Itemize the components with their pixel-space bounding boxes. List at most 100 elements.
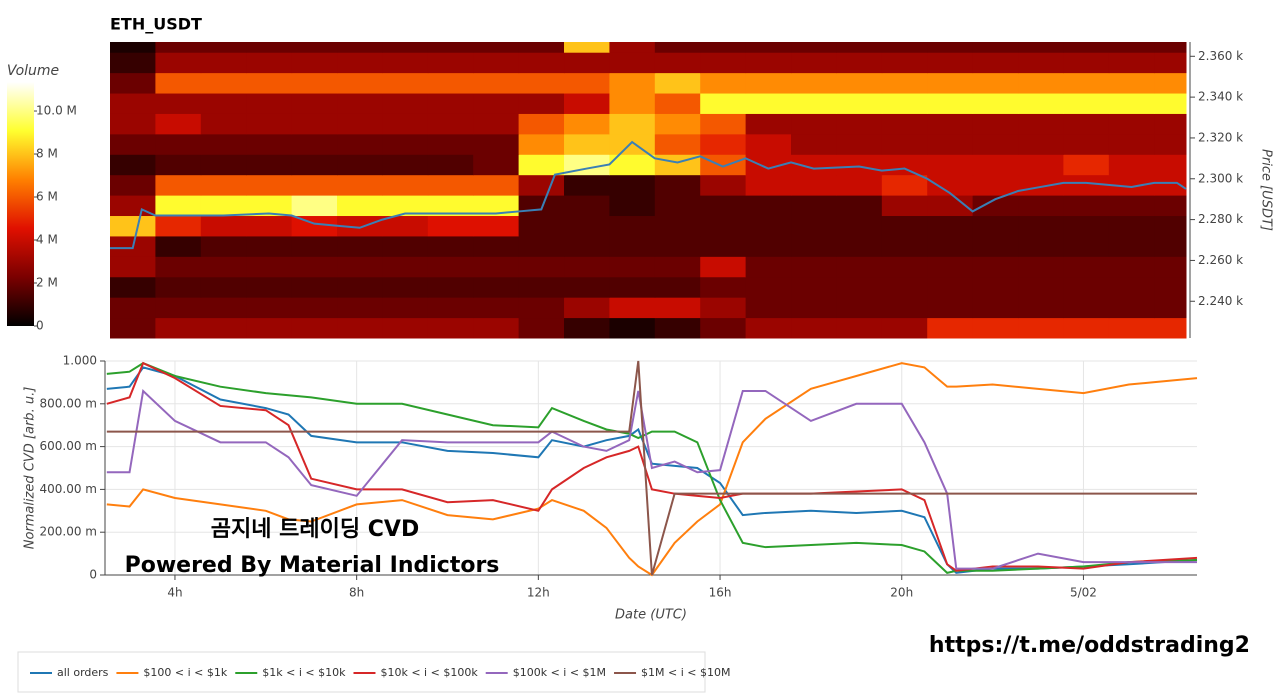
- heat-cell: [200, 93, 247, 114]
- heat-cell: [881, 297, 928, 319]
- heat-cell: [518, 235, 565, 257]
- heat-cell: [654, 113, 701, 135]
- heat-cell: [1154, 235, 1187, 257]
- heat-cell: [836, 154, 883, 176]
- heat-cell: [564, 317, 610, 339]
- y-tick-label: 2.300 k: [1198, 171, 1243, 185]
- heat-cell: [700, 154, 747, 176]
- price-line: [110, 140, 1187, 250]
- heat-cell: [291, 113, 338, 135]
- heat-cell: [654, 52, 701, 74]
- cvd-line: [106, 361, 1198, 572]
- heat-cell: [836, 276, 883, 298]
- heat-cell: [473, 256, 520, 278]
- heat-cell: [337, 215, 383, 237]
- heat-cell: [1108, 174, 1155, 196]
- heat-cell: [791, 93, 837, 114]
- heat-cell: [881, 133, 928, 155]
- heat-cell: [1018, 42, 1064, 53]
- heat-cell: [337, 113, 383, 135]
- heat-cell: [200, 276, 247, 298]
- heat-cell: [1154, 174, 1187, 196]
- heat-cell: [337, 256, 383, 278]
- heat-cell: [1108, 154, 1155, 176]
- heat-cell: [1018, 317, 1064, 339]
- heat-cell: [1063, 195, 1110, 217]
- heat-cell: [337, 42, 383, 53]
- heat-cell: [155, 297, 202, 319]
- heatmap-panel: 2.240 k 2.260 k 2.280 k 2.300 k 2.320 k 2.340…: [7, 42, 1243, 339]
- heat-cell: [337, 317, 383, 339]
- heat-cell: [1154, 317, 1187, 339]
- heat-cell: [427, 42, 474, 53]
- heat-cell: [836, 93, 883, 114]
- heat-cell: [382, 256, 429, 278]
- heat-cell: [1018, 215, 1064, 237]
- heat-cell: [110, 113, 156, 135]
- heat-cell: [564, 52, 610, 74]
- heat-cell: [110, 276, 156, 298]
- heat-cell: [1154, 93, 1187, 114]
- heat-cell: [881, 195, 928, 217]
- heat-cell: [1018, 297, 1064, 319]
- heat-cell: [1063, 235, 1110, 257]
- heat-cell: [609, 72, 656, 94]
- heat-cell: [654, 93, 701, 114]
- heat-cell: [564, 195, 610, 217]
- cvd-panel: 0 200.00 m 400.00 m 600.00 m 800.00 m 1.000 4h…: [40, 354, 1198, 600]
- heat-cell: [654, 133, 701, 155]
- heat-cell: [881, 42, 928, 53]
- heat-cell: [518, 256, 565, 278]
- heat-cell: [1154, 72, 1187, 94]
- heat-cell: [155, 215, 202, 237]
- heat-cell: [791, 235, 837, 257]
- heat-cell: [745, 133, 792, 155]
- heat-cell: [1108, 195, 1155, 217]
- link-text[interactable]: https://t.me/oddstrading2: [929, 633, 1250, 658]
- heat-cell: [110, 154, 156, 176]
- heat-cell: [972, 93, 1019, 114]
- overlay-text: 곰지네 트레이딩 CVD: [211, 517, 419, 542]
- heat-cell: [246, 174, 293, 196]
- heat-cell: [836, 72, 883, 94]
- heat-cell: [745, 52, 792, 74]
- heat-cell: [246, 93, 293, 114]
- heat-cell: [382, 195, 429, 217]
- heat-cell: [1018, 256, 1064, 278]
- heat-cell: [427, 276, 474, 298]
- heat-cell: [518, 195, 565, 217]
- heat-cell: [927, 317, 974, 339]
- heat-cell: [1108, 72, 1155, 94]
- heat-cell: [881, 154, 928, 176]
- heat-cell: [427, 174, 474, 196]
- y-tick-label: 2.240 k: [1198, 294, 1243, 308]
- chart-title: ETH_USDT: [110, 15, 202, 34]
- heat-cell: [972, 133, 1019, 155]
- heat-cell: [291, 174, 338, 196]
- heat-cell: [654, 256, 701, 278]
- heat-cell: [200, 235, 247, 257]
- heat-cell: [382, 154, 429, 176]
- heat-cell: [927, 297, 974, 319]
- heat-cell: [745, 154, 792, 176]
- heat-cell: [745, 72, 792, 94]
- heat-cell: [200, 133, 247, 155]
- heat-cell: [1018, 154, 1064, 176]
- heat-cell: [881, 113, 928, 135]
- y-tick-label: 600.00 m: [40, 439, 98, 453]
- heat-cell: [1063, 133, 1110, 155]
- heat-cell: [110, 93, 156, 114]
- heat-cell: [110, 72, 156, 94]
- heat-cell: [654, 215, 701, 237]
- heat-cell: [291, 297, 338, 319]
- heat-cell: [291, 276, 338, 298]
- heat-cell: [564, 133, 610, 155]
- heat-cell: [246, 42, 293, 53]
- heat-cell: [927, 174, 974, 196]
- heat-cell: [473, 42, 520, 53]
- heat-cell: [700, 133, 747, 155]
- legend-label: $1k < i < $10k: [262, 666, 346, 679]
- heat-cell: [564, 256, 610, 278]
- heat-cell: [609, 317, 656, 339]
- heat-cell: [654, 235, 701, 257]
